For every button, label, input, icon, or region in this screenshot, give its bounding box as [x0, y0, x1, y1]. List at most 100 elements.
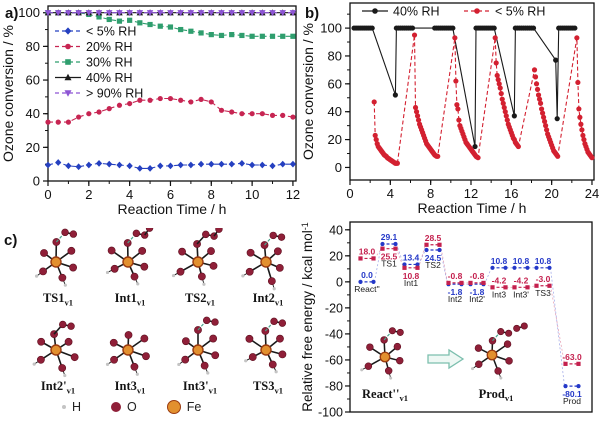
marker [75, 10, 82, 17]
o-atom [278, 319, 287, 327]
marker [95, 10, 103, 17]
h-atom [63, 373, 67, 378]
inset-react-label: React''v1 [362, 387, 408, 403]
o-atom [140, 262, 149, 271]
marker [574, 35, 580, 41]
o-atom [40, 249, 48, 257]
o-atom [380, 336, 388, 344]
connector [484, 267, 492, 285]
energy-value: 10.8 [513, 256, 530, 266]
marker [197, 10, 205, 17]
o-atom [270, 317, 278, 326]
energy-value: 10.8 [535, 256, 552, 266]
marker [126, 10, 133, 17]
fe-atom [260, 344, 272, 356]
marker [64, 90, 72, 97]
o-atom [178, 247, 186, 256]
series-20-rh [45, 95, 296, 125]
o-atom [58, 273, 67, 282]
marker [372, 8, 378, 14]
h-atom [389, 376, 393, 380]
marker [228, 160, 235, 168]
marker [413, 109, 420, 115]
marker [530, 25, 537, 31]
marker [197, 160, 205, 168]
marker [218, 107, 225, 113]
marker [575, 79, 581, 86]
o-atom [70, 353, 79, 362]
energy-value: -4.2 [492, 275, 507, 285]
y-tick-label: 40 [329, 223, 343, 237]
marker [106, 16, 112, 23]
stage-label: TS3 [535, 288, 551, 298]
marker [533, 81, 540, 87]
marker [269, 112, 276, 118]
h-atom [206, 371, 210, 375]
marker [535, 92, 542, 98]
marker [76, 114, 82, 120]
molecule-int3: Int3v1 [92, 316, 168, 402]
molecule-drawing [105, 331, 150, 376]
marker [455, 106, 461, 112]
marker [472, 143, 478, 150]
o-atom [277, 233, 286, 241]
marker [55, 119, 61, 125]
h-atom [471, 367, 475, 371]
o-atom [245, 334, 254, 343]
o-atom [273, 247, 282, 256]
o-atom [393, 342, 402, 351]
plot-frame [349, 2, 595, 181]
y-tick-label: 0 [336, 275, 343, 289]
energy-value: 28.5 [425, 233, 442, 243]
marker [499, 96, 505, 102]
y-tick-label: 100 [320, 21, 342, 36]
o-atom [268, 360, 277, 369]
energy-value: -1.8 [470, 287, 485, 297]
marker [167, 95, 174, 102]
marker [116, 102, 123, 108]
o-atom [39, 267, 47, 276]
h-atom [499, 376, 503, 380]
o-atom [110, 264, 119, 273]
stage-labels: TS3 [535, 288, 551, 298]
legend-label: 40% RH [393, 5, 440, 19]
connector [440, 244, 448, 283]
marker [498, 90, 504, 97]
plot-frame [47, 5, 297, 182]
molecule-int3p: Int3'v1 [162, 316, 238, 402]
molecule-ts2: TS2v1 [162, 228, 238, 314]
marker [393, 246, 398, 251]
stage-label: Prod [563, 396, 581, 406]
marker [544, 127, 550, 133]
marker [371, 279, 376, 284]
marker [502, 109, 508, 115]
marker [572, 25, 578, 31]
marker [116, 10, 123, 17]
o-atom [267, 277, 276, 286]
h-atom [105, 270, 110, 275]
marker [238, 159, 246, 167]
marker [481, 280, 486, 286]
x-tick-label: 10 [245, 187, 259, 202]
marker [459, 280, 464, 286]
x-tick-label: 24 [585, 186, 599, 201]
legend-label: < 5% RH [86, 25, 136, 39]
o-atom [123, 239, 132, 247]
marker [229, 32, 235, 38]
series-line [354, 27, 575, 147]
legend-label: 40% RH [86, 71, 133, 85]
marker [208, 160, 215, 168]
h-atom [171, 273, 176, 278]
marker [490, 265, 495, 270]
marker [539, 110, 546, 116]
connector [418, 244, 426, 268]
marker [116, 161, 123, 169]
marker [167, 10, 174, 17]
marker [547, 283, 552, 288]
marker [452, 35, 458, 41]
molecule-drawing [244, 317, 287, 374]
stage-label: TS2 [425, 260, 441, 270]
h-atom [34, 274, 39, 278]
x-tick-label: 6 [167, 187, 174, 202]
marker [534, 265, 539, 270]
